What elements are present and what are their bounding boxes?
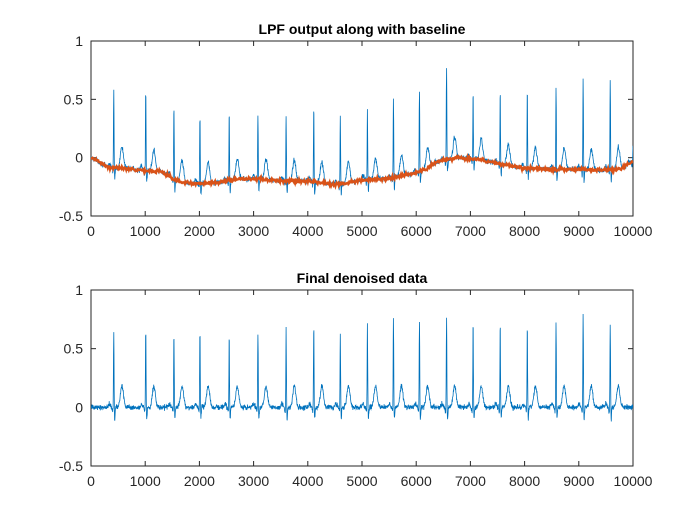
x-tick-label: 6000 (401, 473, 432, 489)
x-tick-label: 5000 (346, 223, 377, 239)
x-tick-label: 10000 (614, 223, 653, 239)
x-tick-label: 10000 (614, 473, 653, 489)
y-tick-label: 1 (75, 282, 83, 298)
chart-title: LPF output along with baseline (259, 21, 466, 37)
x-tick-label: 7000 (455, 473, 486, 489)
x-tick-label: 2000 (184, 223, 215, 239)
x-tick-label: 9000 (563, 473, 594, 489)
x-tick-label: 4000 (292, 473, 323, 489)
baseline-line (91, 152, 633, 190)
y-tick-label: 0 (75, 150, 83, 166)
x-tick-label: 5000 (346, 473, 377, 489)
x-tick-label: 8000 (509, 473, 540, 489)
x-tick-label: 8000 (509, 223, 540, 239)
axes-box (90, 40, 634, 217)
plot-area (91, 68, 633, 196)
x-tick-label: 9000 (563, 223, 594, 239)
y-tick-label: 0.5 (64, 91, 84, 107)
y-tick-label: 0 (75, 399, 83, 415)
y-tick-label: -0.5 (59, 458, 83, 474)
x-tick-label: 6000 (401, 223, 432, 239)
x-tick-label: 1000 (130, 473, 161, 489)
axes-box (90, 289, 634, 467)
x-tick-label: 0 (87, 223, 95, 239)
x-tick-label: 2000 (184, 473, 215, 489)
x-tick-label: 7000 (455, 223, 486, 239)
axes-top: LPF output along with baseline 0 1000 2000… (59, 21, 653, 239)
y-tick-label: 0.5 (64, 341, 84, 357)
plot-area (91, 313, 633, 422)
signal-line (91, 313, 633, 422)
y-tick-label: 1 (75, 33, 83, 49)
ticks: 0 1000 2000 3000 4000 5000 6000 7000 8000 9000 100… (59, 33, 653, 239)
y-tick-label: -0.5 (59, 208, 83, 224)
x-tick-label: 1000 (130, 223, 161, 239)
ticks: 0 1000 2000 3000 4000 5000 6000 7000 8000 9000 100… (59, 282, 653, 489)
x-tick-label: 3000 (238, 473, 269, 489)
chart-title: Final denoised data (297, 270, 428, 286)
x-tick-label: 3000 (238, 223, 269, 239)
x-tick-label: 0 (87, 473, 95, 489)
x-tick-label: 4000 (292, 223, 323, 239)
axes-bottom: Final denoised data 0 1000 2000 3000 4000 500… (59, 270, 653, 489)
